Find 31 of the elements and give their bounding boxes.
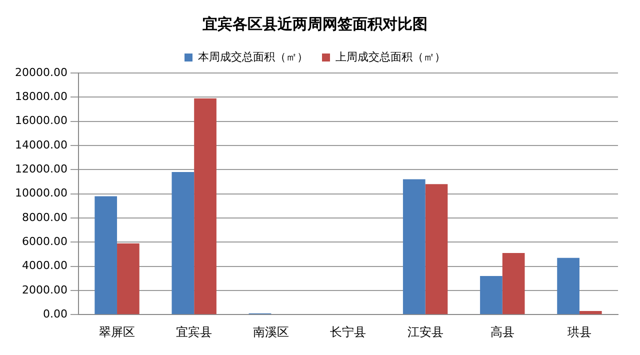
x-tick-label: 长宁县: [330, 324, 366, 339]
legend-label: 本周成交总面积（㎡）: [198, 50, 308, 64]
y-tick-label: 8000.00: [22, 210, 68, 224]
x-tick-label: 翠屏区: [99, 324, 136, 339]
bar: [579, 310, 602, 314]
x-tick-label: 江安县: [407, 324, 444, 339]
bar: [402, 179, 426, 314]
bar: [94, 196, 118, 314]
x-tick-label: 南溪区: [253, 324, 290, 339]
y-tick-label: 6000.00: [22, 234, 68, 248]
y-tick-label: 12000.00: [14, 162, 68, 176]
y-tick-label: 10000.00: [14, 186, 68, 200]
legend-label: 上周成交总面积（㎡）: [336, 50, 446, 64]
y-tick-label: 14000.00: [14, 138, 68, 152]
y-tick-label: 20000.00: [14, 66, 68, 79]
bar: [425, 184, 448, 314]
y-tick-label: 16000.00: [14, 114, 68, 128]
y-tick-label: 4000.00: [22, 259, 68, 272]
bar: [502, 252, 525, 314]
y-tick-label: 2000.00: [22, 283, 68, 296]
bar: [172, 172, 194, 314]
y-tick-label: 18000.00: [14, 90, 68, 104]
bar: [480, 276, 502, 314]
bar: [194, 98, 216, 314]
x-tick-label: 高县: [490, 324, 514, 339]
chart-title: 宜宾各区县近两周网签面积对比图: [202, 14, 428, 33]
bar: [117, 243, 140, 314]
bar: [557, 258, 580, 314]
x-tick-label: 宜宾县: [176, 324, 212, 339]
x-tick-label: 珙县: [567, 324, 592, 339]
y-tick-label: 0.00: [42, 307, 68, 320]
